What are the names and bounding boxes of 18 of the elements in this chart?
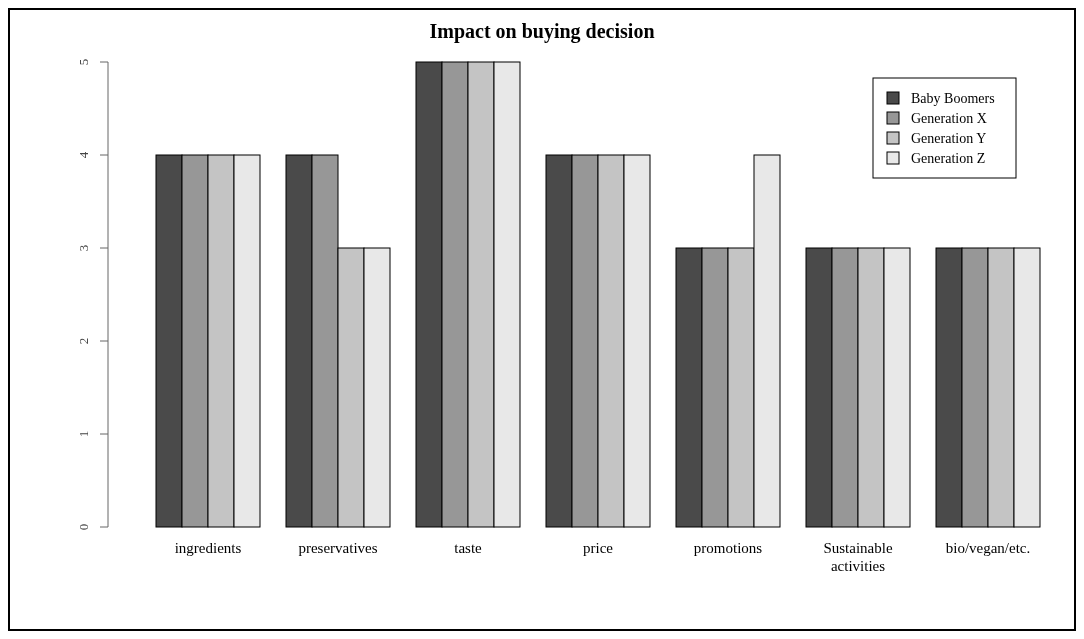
x-tick-label: preservatives bbox=[298, 540, 378, 556]
y-tick-label: 3 bbox=[76, 244, 91, 252]
legend-label: Baby Boomers bbox=[911, 91, 995, 106]
x-tick-label: bio/vegan/etc. bbox=[945, 540, 1031, 556]
chart-title: Impact on buying decision bbox=[429, 20, 655, 43]
legend-label: Generation Y bbox=[911, 131, 987, 146]
y-tick-label: 0 bbox=[76, 523, 91, 531]
legend-label: Generation Z bbox=[911, 151, 986, 166]
y-tick-label: 2 bbox=[76, 337, 91, 345]
x-tick-label: ingredients bbox=[174, 540, 242, 556]
x-tick-label: price bbox=[583, 540, 614, 556]
legend-label: Generation X bbox=[911, 111, 987, 126]
y-tick-label: 1 bbox=[76, 430, 91, 438]
y-tick-label: 5 bbox=[76, 58, 91, 66]
x-tick-label: promotions bbox=[693, 540, 763, 556]
y-tick-label: 4 bbox=[76, 151, 91, 159]
x-tick-label: taste bbox=[454, 540, 483, 556]
x-tick-label: Sustainable activities bbox=[823, 540, 893, 574]
